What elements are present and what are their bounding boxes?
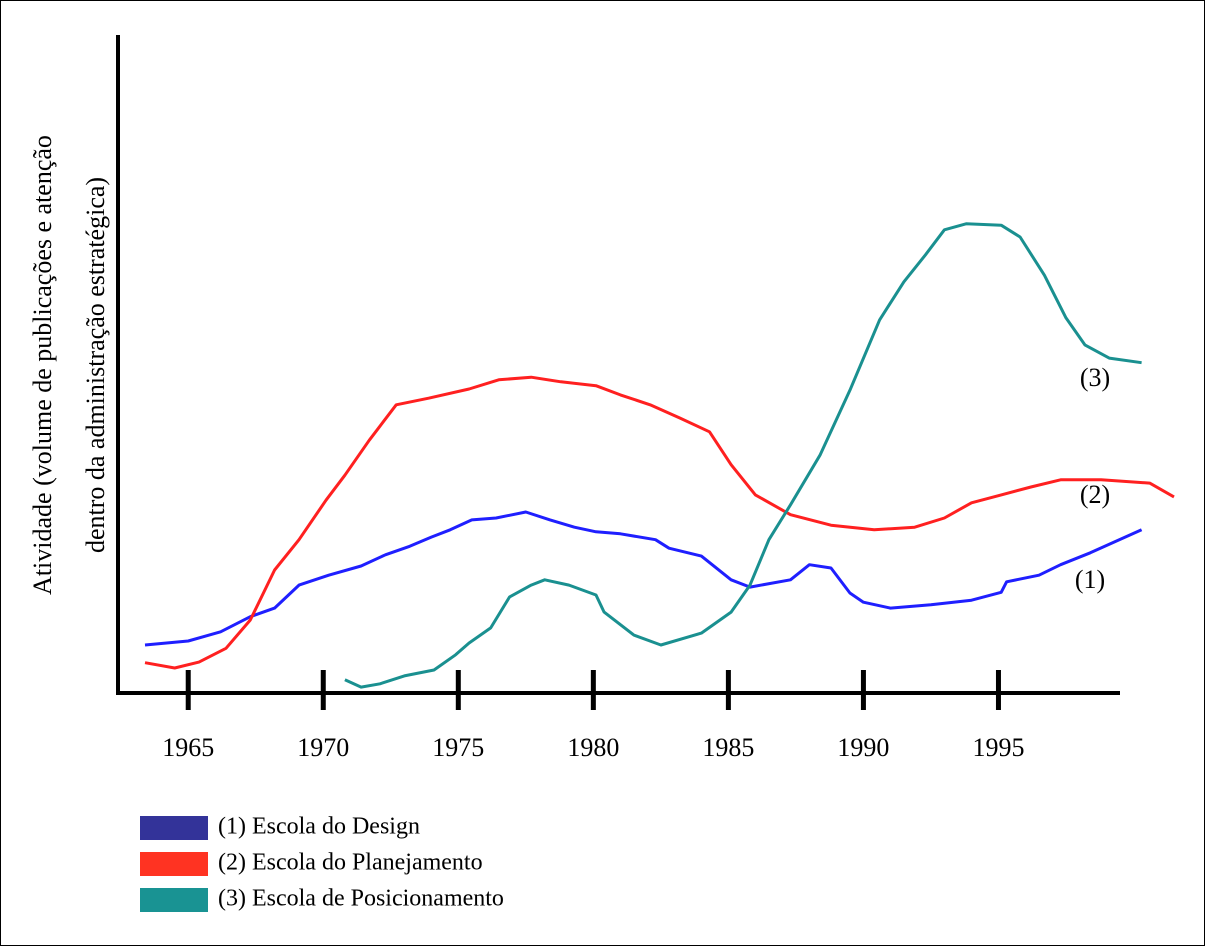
legend-label: (1) Escola do Design xyxy=(218,814,420,840)
x-tick-label: 1990 xyxy=(837,733,889,762)
x-tick-label: 1985 xyxy=(702,733,754,762)
x-tick-label: 1970 xyxy=(297,733,349,762)
legend-label: (2) Escola do Planejamento xyxy=(218,850,483,876)
y-label-group: dentro da administração estratégica) xyxy=(81,177,110,553)
legend-label: (3) Escola de Posicionamento xyxy=(218,886,504,912)
legend-swatch xyxy=(140,816,208,840)
series-line xyxy=(144,375,1175,670)
y-label: Atividade (volume de publicações e atenç… xyxy=(28,135,57,595)
legend-swatch xyxy=(140,888,208,912)
line-annotation: (2) xyxy=(1080,480,1110,509)
series-line xyxy=(344,222,1142,689)
series-line xyxy=(144,510,1143,647)
x-tick-label: 1995 xyxy=(972,733,1024,762)
x-tick-label: 1980 xyxy=(567,733,619,762)
line-annotation: (3) xyxy=(1080,363,1110,392)
y-label: dentro da administração estratégica) xyxy=(81,177,110,553)
x-tick-label: 1965 xyxy=(162,733,214,762)
legend-swatch xyxy=(140,852,208,876)
line-annotation: (1) xyxy=(1075,565,1105,594)
x-tick-label: 1975 xyxy=(432,733,484,762)
y-label-group: Atividade (volume de publicações e atenç… xyxy=(28,135,57,595)
